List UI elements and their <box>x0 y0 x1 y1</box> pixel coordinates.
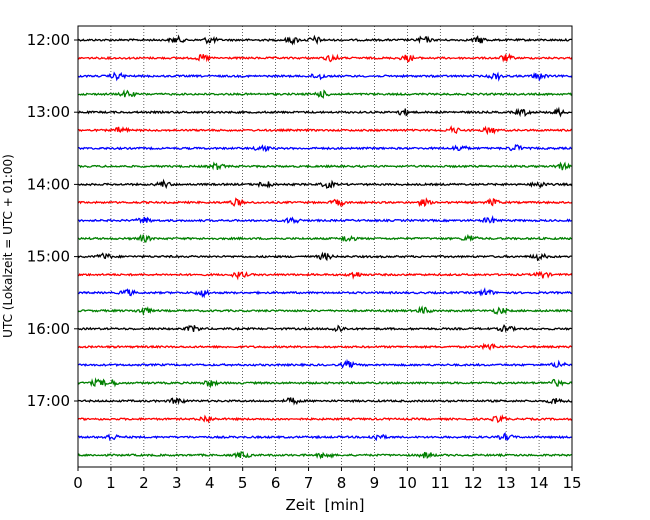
trace-1345 <box>78 161 573 171</box>
trace-1245 <box>77 89 573 99</box>
x-tick-label: 0 <box>73 474 83 492</box>
x-tick-label: 8 <box>337 474 347 492</box>
trace-1530 <box>77 287 573 299</box>
trace-1515 <box>77 270 573 281</box>
x-tick-label: 10 <box>398 474 417 492</box>
trace-1415 <box>77 197 573 208</box>
y-axis-label: UTC (Lokalzeit = UTC + 01:00) <box>1 154 15 338</box>
trace-1715 <box>77 414 573 424</box>
x-tick-label: 7 <box>304 474 314 492</box>
x-tick-label: 9 <box>370 474 380 492</box>
x-tick-label: 15 <box>562 474 581 492</box>
trace-1600 <box>77 324 573 333</box>
trace-1545 <box>77 305 573 316</box>
x-tick-label: 13 <box>497 474 516 492</box>
trace-1300 <box>77 106 573 118</box>
trace-lines <box>77 34 573 460</box>
trace-1700 <box>77 397 573 406</box>
trace-1330 <box>78 143 573 153</box>
trace-1645 <box>77 377 573 389</box>
y-tick-label: 15:00 <box>27 248 70 266</box>
trace-1200 <box>77 34 573 46</box>
trace-1430 <box>78 215 573 225</box>
x-tick-label: 4 <box>205 474 215 492</box>
trace-1630 <box>77 358 573 369</box>
x-tick-label: 3 <box>172 474 182 492</box>
trace-1230 <box>77 71 573 82</box>
x-axis-label: Zeit [min] <box>285 496 364 514</box>
x-tick-label: 12 <box>464 474 483 492</box>
y-axis-ticks: 12:00 13:00 14:00 15:00 16:00 17:00 <box>27 31 78 410</box>
y-tick-label: 14:00 <box>27 175 70 193</box>
y-tick-label: 16:00 <box>27 320 70 338</box>
trace-1400 <box>77 178 573 190</box>
trace-1615 <box>77 342 573 351</box>
plot-frame <box>77 25 573 468</box>
trace-1445 <box>77 233 573 243</box>
x-tick-label: 6 <box>271 474 281 492</box>
x-axis-ticks: 0 1 2 3 4 5 6 7 8 9 10 11 12 13 14 15 <box>73 467 582 492</box>
trace-1745 <box>77 450 573 460</box>
y-tick-label: 17:00 <box>27 392 70 410</box>
x-tick-label: 2 <box>139 474 149 492</box>
trace-1215 <box>77 52 573 63</box>
x-tick-label: 1 <box>106 474 116 492</box>
trace-1730 <box>77 431 573 442</box>
trace-1315 <box>77 125 573 136</box>
trace-1500 <box>77 251 572 262</box>
x-tick-label: 5 <box>238 474 248 492</box>
x-tick-label: 11 <box>431 474 450 492</box>
x-tick-label: 14 <box>530 474 549 492</box>
y-tick-label: 13:00 <box>27 103 70 121</box>
y-tick-label: 12:00 <box>27 31 70 49</box>
